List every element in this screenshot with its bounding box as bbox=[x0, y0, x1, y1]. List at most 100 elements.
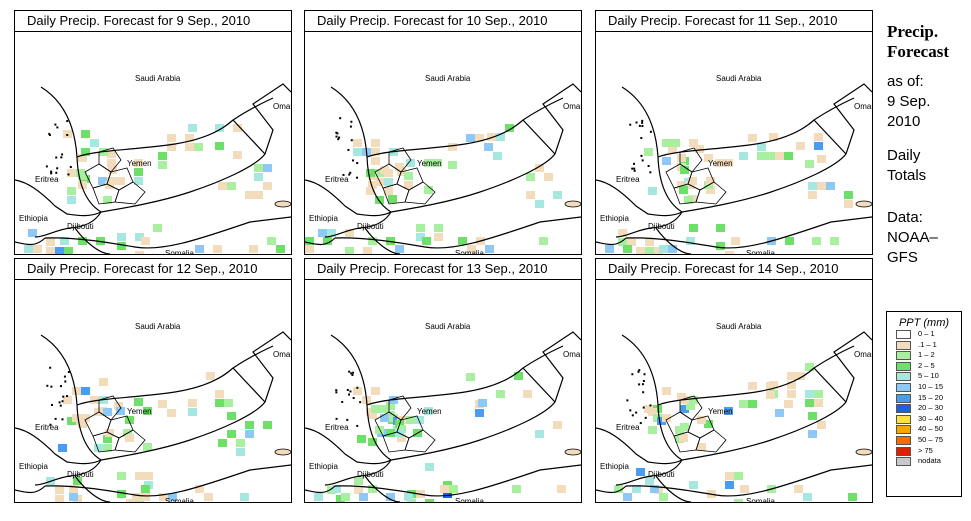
precip-map: Saudi Arabia Oman Yemen Eritrea Ethiopia Djib… bbox=[15, 32, 291, 254]
island-dot bbox=[58, 401, 61, 404]
boundary-line bbox=[657, 97, 855, 158]
precip-cell bbox=[485, 245, 494, 253]
forecast-panel-3: Daily Precip. Forecast for 11 Sep., 2010… bbox=[595, 10, 873, 255]
island-dot bbox=[643, 373, 646, 376]
precip-cell bbox=[67, 187, 76, 195]
island-dot bbox=[352, 397, 355, 400]
island-dot bbox=[356, 176, 359, 179]
precip-cell bbox=[844, 200, 853, 208]
precip-cell bbox=[81, 414, 90, 422]
island-dot bbox=[50, 385, 53, 388]
island-dot bbox=[351, 373, 354, 376]
precip-cells bbox=[305, 124, 562, 254]
precip-cell bbox=[103, 444, 112, 452]
country-label: Eritrea bbox=[35, 175, 59, 184]
precip-cell bbox=[475, 134, 484, 142]
precip-cell bbox=[96, 237, 105, 245]
precip-cell bbox=[415, 416, 424, 424]
precip-cell bbox=[636, 247, 645, 254]
country-label: Oman bbox=[854, 350, 872, 359]
legend-label: 0 – 1 bbox=[918, 329, 935, 338]
precip-cell bbox=[158, 152, 167, 160]
legend-title: PPT (mm) bbox=[898, 317, 950, 329]
precip-cell bbox=[117, 472, 126, 480]
precip-cell bbox=[716, 242, 725, 250]
legend-swatch bbox=[896, 382, 911, 392]
precip-cell bbox=[188, 124, 197, 132]
precip-cell bbox=[748, 400, 757, 408]
precip-cell bbox=[766, 391, 775, 399]
precip-cell bbox=[748, 382, 757, 390]
precip-cell bbox=[808, 182, 817, 190]
precip-cell bbox=[422, 237, 431, 245]
governorate-line bbox=[388, 395, 412, 421]
precip-cell bbox=[505, 124, 514, 132]
country-boundaries bbox=[305, 83, 581, 254]
precip-cell bbox=[796, 142, 805, 150]
precip-cell bbox=[143, 443, 152, 451]
governorate-line bbox=[98, 147, 122, 173]
precip-cell bbox=[318, 229, 327, 237]
precip-cell bbox=[134, 177, 143, 185]
precip-cell bbox=[354, 486, 363, 494]
island-dot bbox=[335, 389, 338, 392]
precip-cell bbox=[706, 186, 715, 194]
precip-cell bbox=[654, 247, 663, 254]
precip-cell bbox=[535, 430, 544, 438]
island-dot bbox=[45, 165, 48, 168]
precip-cell bbox=[679, 434, 688, 442]
precip-cell bbox=[523, 390, 532, 398]
precip-cell bbox=[375, 169, 384, 177]
precip-cell bbox=[817, 182, 826, 190]
precip-cell bbox=[416, 224, 425, 232]
precip-cell bbox=[125, 416, 134, 424]
precip-cell bbox=[345, 247, 354, 254]
precip-cell bbox=[215, 399, 224, 407]
precip-cell bbox=[443, 490, 452, 498]
precip-cell bbox=[805, 390, 814, 398]
island-dot bbox=[629, 409, 632, 412]
precip-cell bbox=[434, 233, 443, 241]
precip-cell bbox=[466, 373, 475, 381]
boundary-line bbox=[305, 237, 336, 246]
precip-cell bbox=[395, 163, 404, 171]
precip-cell bbox=[58, 444, 67, 452]
island-dot bbox=[54, 417, 57, 420]
boundary-line bbox=[15, 427, 102, 465]
precip-cell bbox=[46, 247, 55, 254]
precip-cell bbox=[448, 143, 457, 151]
boundary-line bbox=[596, 427, 683, 465]
island-dot bbox=[335, 391, 338, 394]
legend-item: 5 – 10 bbox=[887, 371, 961, 382]
precip-cell bbox=[704, 154, 713, 162]
precip-cell bbox=[341, 493, 350, 501]
map-svg: Saudi Arabia Oman Yemen Eritrea Ethiopia Djib… bbox=[305, 322, 581, 502]
precip-cell bbox=[817, 421, 826, 429]
precip-cell bbox=[425, 499, 434, 502]
sidebar-title-line: Forecast bbox=[887, 42, 949, 61]
island-dot bbox=[69, 166, 72, 169]
precip-map: Saudi Arabia Oman Yemen Eritrea Ethiopia Djib… bbox=[15, 280, 291, 502]
precip-cell bbox=[785, 237, 794, 245]
precip-cell bbox=[769, 381, 778, 389]
precip-cell bbox=[375, 426, 384, 434]
precip-cell bbox=[535, 164, 544, 172]
country-label: Saudi Arabia bbox=[716, 322, 762, 331]
island-dot bbox=[61, 400, 64, 403]
governorate-line bbox=[695, 181, 727, 205]
precip-cell bbox=[227, 430, 236, 438]
precip-cell bbox=[725, 251, 734, 254]
boundary-line bbox=[542, 331, 581, 403]
precip-cell bbox=[375, 196, 384, 204]
precip-cell bbox=[116, 177, 125, 185]
country-label: Yemen bbox=[708, 159, 733, 168]
map-svg: Saudi Arabia Oman Yemen Eritrea Ethiopia Djib… bbox=[15, 322, 291, 502]
legend-swatch bbox=[896, 425, 911, 435]
country-label: Saudi Arabia bbox=[135, 322, 181, 331]
precip-cell bbox=[263, 182, 272, 190]
boundary-line bbox=[40, 86, 266, 213]
island-dot bbox=[49, 423, 52, 426]
precip-cell bbox=[357, 435, 366, 443]
precip-cell bbox=[380, 414, 389, 422]
precip-cell bbox=[46, 238, 55, 246]
